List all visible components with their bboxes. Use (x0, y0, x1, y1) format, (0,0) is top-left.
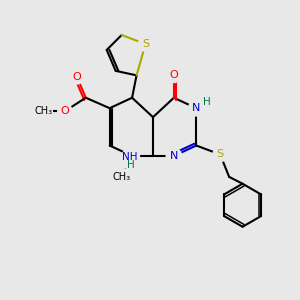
Circle shape (70, 70, 84, 84)
Text: CH₃: CH₃ (35, 106, 53, 116)
Circle shape (36, 103, 52, 119)
Text: O: O (169, 70, 178, 80)
Circle shape (58, 104, 72, 118)
Text: S: S (217, 149, 224, 160)
Text: S: S (142, 39, 149, 49)
Circle shape (113, 169, 130, 185)
Circle shape (201, 97, 213, 109)
Text: N: N (170, 151, 178, 161)
Text: CH₃: CH₃ (112, 172, 131, 182)
Circle shape (167, 68, 181, 83)
Circle shape (213, 147, 227, 162)
Circle shape (122, 148, 140, 166)
Text: H: H (203, 97, 211, 106)
Circle shape (138, 37, 153, 51)
Text: N: N (192, 103, 200, 113)
Text: O: O (61, 106, 69, 116)
Text: O: O (73, 72, 81, 82)
Text: NH: NH (122, 152, 137, 162)
Circle shape (166, 148, 182, 164)
Circle shape (124, 158, 136, 170)
Circle shape (188, 100, 204, 116)
Text: H: H (127, 160, 134, 170)
